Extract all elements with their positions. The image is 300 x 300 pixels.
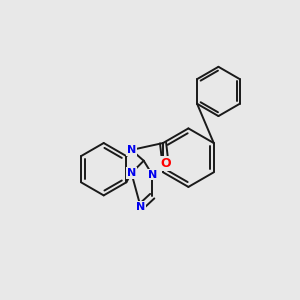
- Text: O: O: [160, 157, 171, 169]
- Text: N: N: [136, 202, 145, 212]
- Text: N: N: [127, 168, 136, 178]
- Text: N: N: [148, 169, 157, 180]
- Text: N: N: [127, 145, 136, 155]
